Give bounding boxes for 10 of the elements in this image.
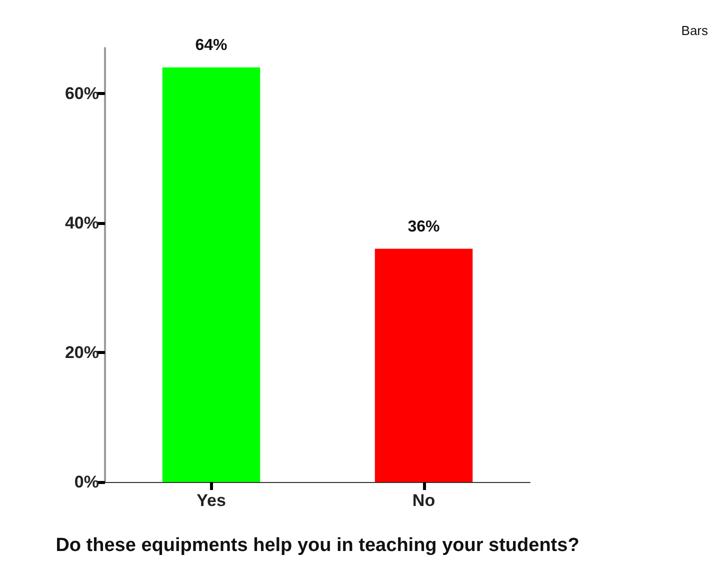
y-tick-label: 60% xyxy=(64,84,99,103)
y-tick-label: 20% xyxy=(64,342,99,362)
x-tick-label: No xyxy=(412,491,436,510)
y-tick-label: 0% xyxy=(74,472,99,492)
y-tick-label: 40% xyxy=(64,213,99,232)
data-label: 64% xyxy=(195,36,228,54)
data-label: 36% xyxy=(408,218,440,236)
x-axis-title: Do these equipments help you in teaching your students? xyxy=(56,535,580,556)
text: Bars xyxy=(681,23,708,38)
x-tick-label: Yes xyxy=(196,491,226,510)
